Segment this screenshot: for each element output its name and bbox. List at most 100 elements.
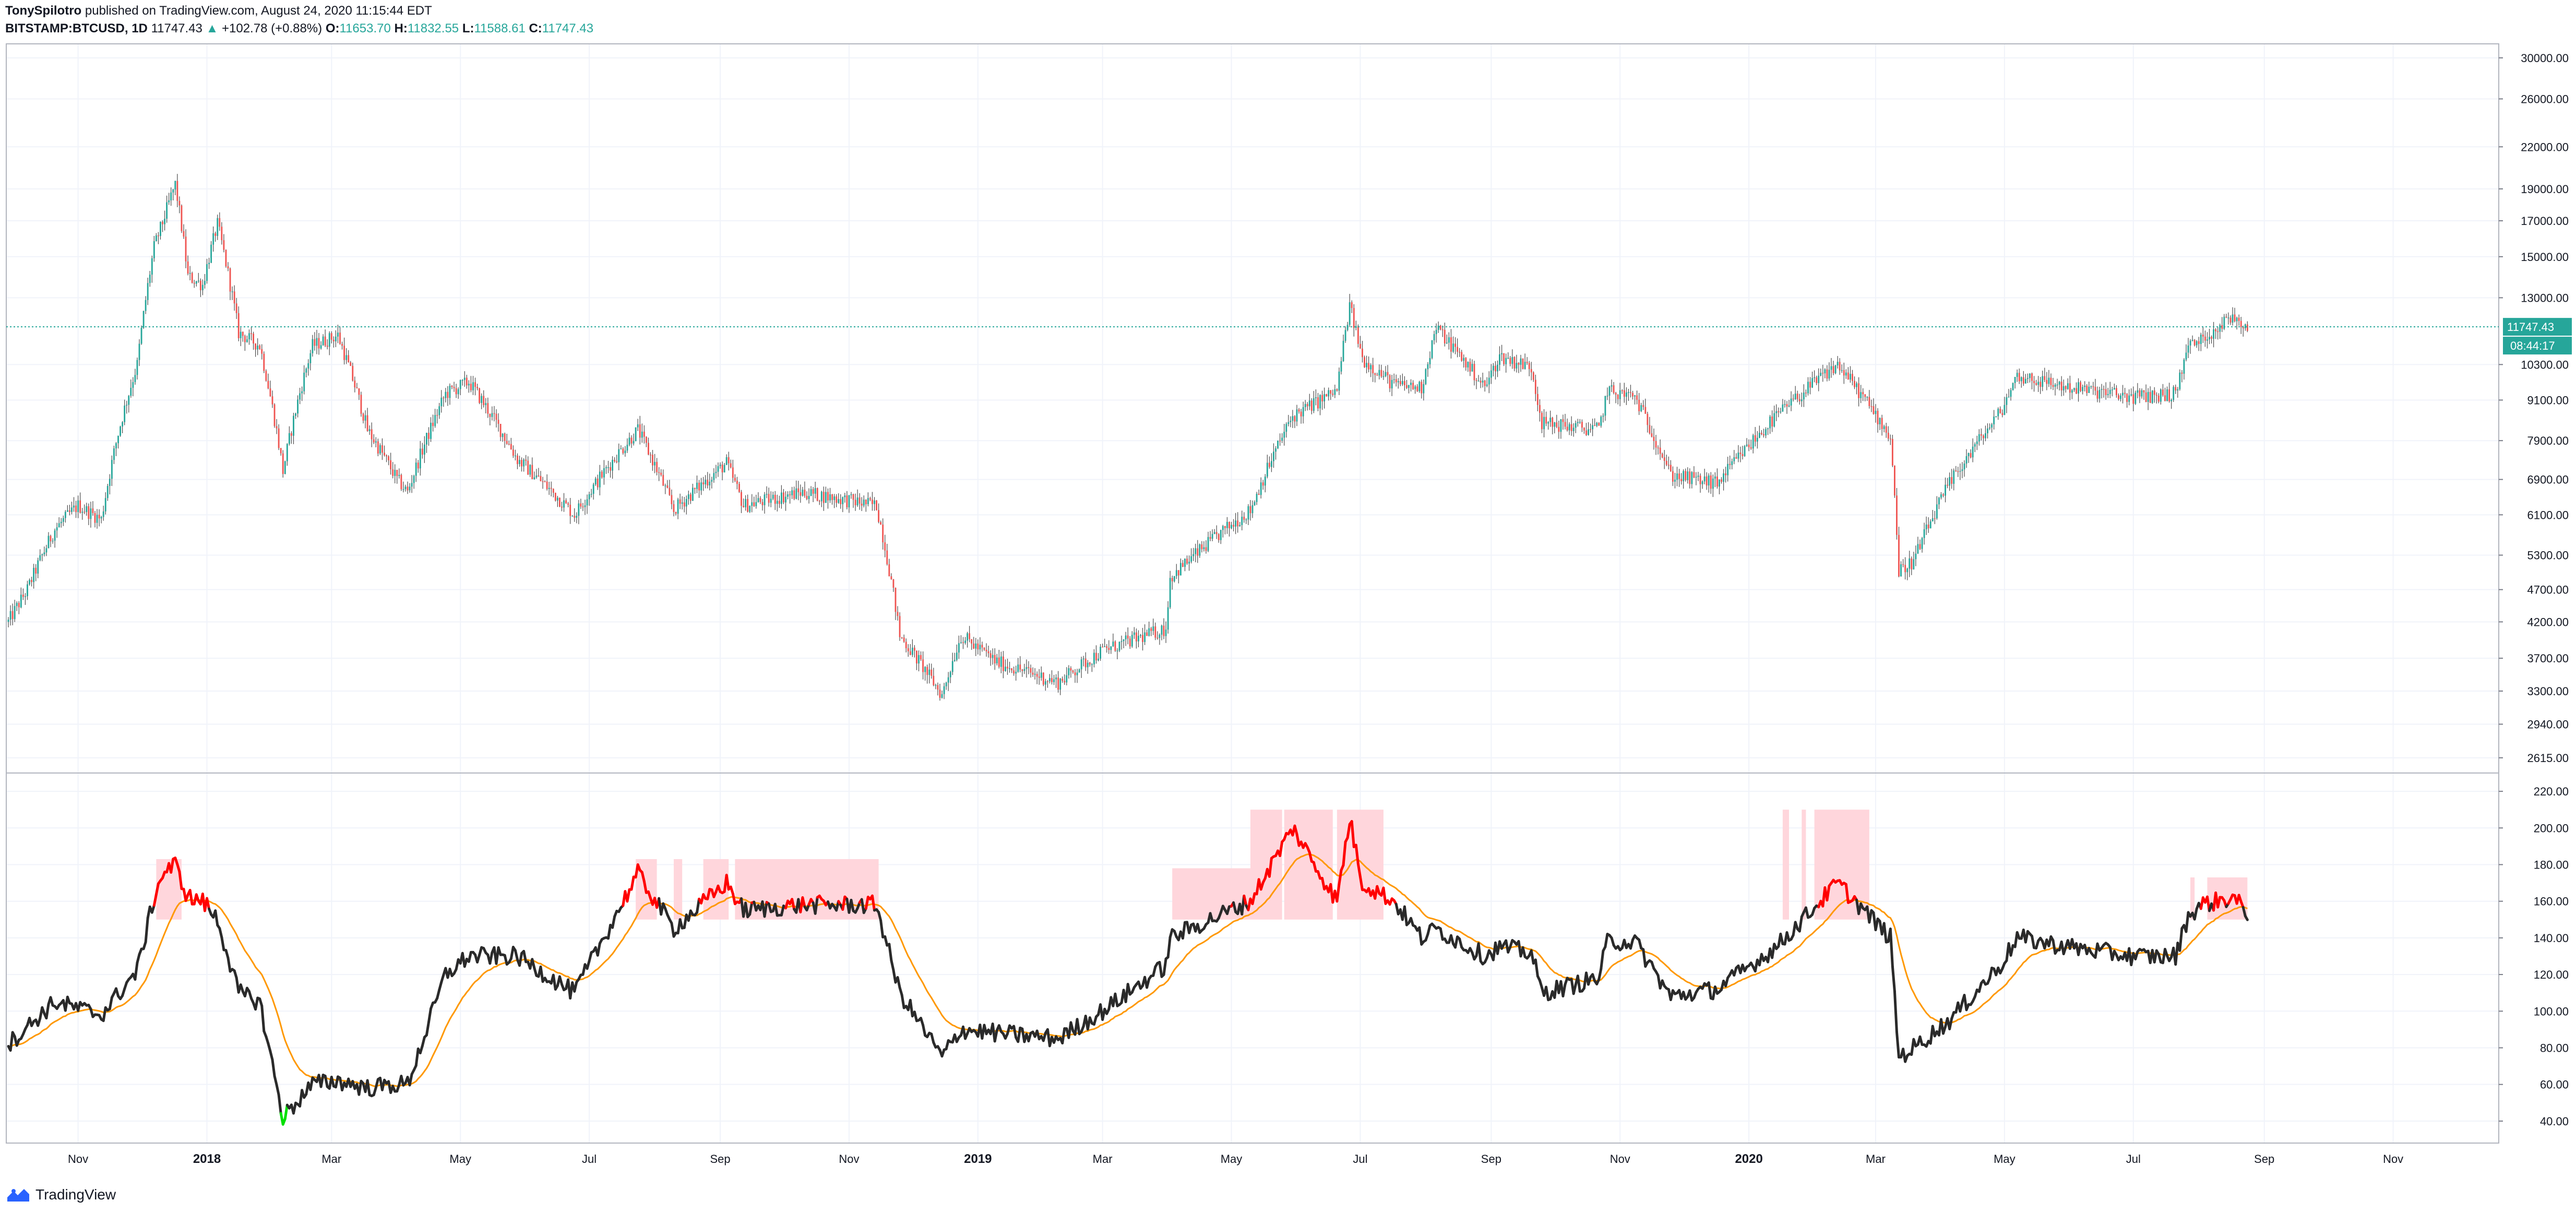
indicator-segment (558, 975, 563, 986)
candle (694, 487, 696, 489)
candle (1135, 632, 1137, 641)
candle (800, 492, 802, 496)
candle (1490, 370, 1492, 378)
candle (282, 453, 284, 474)
candle (1074, 672, 1076, 675)
candle (578, 503, 580, 516)
candle (178, 200, 181, 206)
indicator-segment (1458, 937, 1463, 949)
candle (1737, 453, 1739, 459)
candle (1042, 672, 1044, 685)
candle (368, 429, 371, 431)
candle (911, 647, 913, 655)
price-axis[interactable]: 30000.00 26000.00 22000.00 19000.00 17000.00… (2499, 52, 2569, 765)
candle (1528, 363, 1530, 370)
candle (1784, 404, 1786, 405)
candle (897, 612, 899, 616)
candle (1144, 632, 1146, 643)
candle (1513, 357, 1516, 369)
candle (559, 497, 560, 507)
candle (2008, 397, 2010, 398)
candle (1721, 479, 1722, 482)
candle (248, 333, 250, 340)
candle (1011, 668, 1013, 671)
candle (1218, 534, 1220, 540)
candle (1712, 478, 1714, 489)
candle (1604, 396, 1606, 416)
candle (481, 396, 483, 403)
candle (364, 415, 366, 421)
price-tick-label: 4200.00 (2527, 615, 2569, 628)
candle (880, 522, 882, 525)
candle (654, 461, 655, 466)
candle (2033, 380, 2035, 384)
candle (233, 291, 235, 304)
indicator-segment (45, 1003, 50, 1020)
candle (1873, 406, 1875, 414)
indicator-segment (890, 959, 895, 972)
candle (400, 474, 402, 490)
candle (491, 413, 493, 417)
candle (1437, 325, 1439, 330)
indicator-segment (1126, 983, 1131, 996)
candle (702, 482, 705, 484)
price-tick-label: 3700.00 (2527, 652, 2569, 665)
candle (1921, 538, 1923, 549)
time-tick-label: Nov (68, 1152, 88, 1166)
low-value: 11588.61 (474, 21, 526, 35)
candle (1725, 473, 1727, 475)
candle (330, 333, 332, 340)
candle (1441, 329, 1444, 330)
candle (483, 396, 485, 406)
candle (1653, 436, 1655, 441)
candle (1023, 669, 1025, 671)
candle (235, 303, 237, 313)
candle (60, 521, 62, 524)
candle (1112, 641, 1114, 647)
candle (1308, 400, 1310, 407)
candle (669, 487, 671, 495)
candle (1241, 516, 1243, 525)
indicator-segment (254, 996, 259, 1011)
candle (1615, 393, 1617, 395)
candle (102, 511, 104, 517)
candle (1330, 390, 1332, 394)
candle (761, 502, 764, 505)
candle (2014, 377, 2016, 383)
indicator-segment (814, 896, 819, 915)
candle (479, 388, 481, 403)
symbol-label[interactable]: BITSTAMP:BTCUSD, 1D (5, 21, 148, 35)
time-axis[interactable]: Nov 2018 Mar May Jul Sep Nov 2019 Mar May Jul Sep No… (68, 1152, 2403, 1166)
candle (225, 249, 227, 267)
indicator-segment (1188, 923, 1193, 934)
candle (455, 388, 457, 395)
indicator-pane[interactable] (6, 772, 2499, 1144)
candle (1028, 667, 1030, 668)
indicator-tick-label: 160.00 (2534, 895, 2569, 908)
indicator-segment (877, 911, 882, 922)
candle (174, 181, 176, 190)
indicator-segment (1243, 894, 1248, 907)
candle (303, 372, 305, 391)
candle (941, 694, 943, 698)
indicator-tick-label: 200.00 (2534, 822, 2569, 835)
candle (1098, 659, 1099, 661)
indicator-axis[interactable]: 220.00 200.00 180.00 160.00 140.00 120.00 100.… (2499, 785, 2569, 1128)
candle (140, 328, 142, 344)
candle (1763, 434, 1764, 436)
candle (1999, 409, 2001, 413)
candle (1197, 548, 1199, 556)
candle (2040, 382, 2042, 387)
candle (1883, 426, 1885, 430)
candle (1995, 416, 1997, 418)
candle (1733, 457, 1735, 461)
author-name[interactable]: TonySpilotro (5, 4, 82, 18)
candle (1613, 385, 1615, 393)
candle (495, 413, 497, 420)
candle (1062, 679, 1064, 681)
footer-brand[interactable]: TradingView (6, 1182, 116, 1208)
price-pane[interactable] (6, 43, 2499, 774)
candle (1568, 424, 1570, 431)
candle (485, 403, 487, 406)
